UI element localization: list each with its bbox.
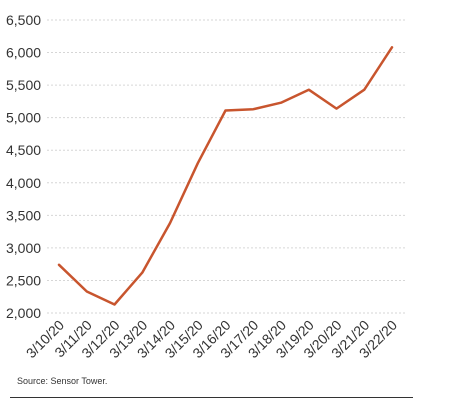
series-lines xyxy=(57,46,394,306)
series-line xyxy=(57,46,394,306)
y-tick-label: 4,000 xyxy=(6,175,41,191)
source-note: Source: Sensor Tower. xyxy=(17,376,108,386)
y-tick-label: 2,000 xyxy=(6,305,41,321)
x-axis-tick-labels: 3/10/203/11/203/12/203/13/203/14/203/15/… xyxy=(23,317,400,361)
y-tick-label: 6,500 xyxy=(6,12,41,28)
y-tick-label: 6,000 xyxy=(6,45,41,61)
bottom-divider xyxy=(10,397,413,398)
gridlines xyxy=(47,19,407,314)
y-tick-label: 3,000 xyxy=(6,240,41,256)
y-tick-label: 5,000 xyxy=(6,110,41,126)
y-tick-label: 2,500 xyxy=(6,272,41,288)
y-tick-label: 4,500 xyxy=(6,142,41,158)
y-axis-tick-labels: 2,000 2,500 3,000 3,500 4,000 4,500 5,000 5,500… xyxy=(6,12,41,321)
y-tick-label: 5,500 xyxy=(6,77,41,93)
y-tick-label: 3,500 xyxy=(6,207,41,223)
